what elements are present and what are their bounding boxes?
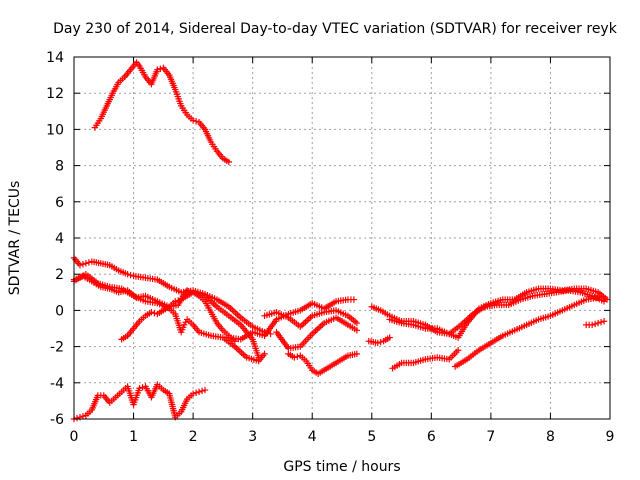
data-point (353, 350, 361, 358)
data-point (291, 354, 298, 361)
data-point (353, 327, 361, 334)
data-point (195, 388, 203, 396)
series-arc-9 (285, 350, 361, 377)
data-point (148, 309, 155, 316)
y-tick-label: 6 (55, 195, 64, 211)
series-arc-11 (386, 285, 611, 341)
x-tick-label: 5 (367, 429, 376, 445)
data-marker (175, 297, 182, 304)
series-arc-15 (582, 318, 608, 329)
data-marker (73, 414, 81, 422)
data-marker (157, 65, 164, 72)
data-marker (591, 320, 599, 328)
series-arc-1 (91, 59, 233, 166)
x-tick-label: 4 (308, 429, 317, 445)
series-arc-7 (261, 307, 361, 330)
series-arc-16 (70, 381, 209, 423)
y-tick-label: 12 (46, 86, 64, 102)
data-marker (377, 338, 384, 346)
data-point (225, 158, 233, 166)
series-arc-8 (273, 314, 361, 352)
data-point (189, 390, 197, 397)
data-point (136, 385, 143, 392)
data-point (261, 350, 268, 358)
y-tick-label: -2 (50, 340, 64, 356)
x-tick-label: 8 (546, 429, 555, 445)
y-axis-label: SDTVAR / TECUs (7, 181, 23, 296)
data-point (201, 386, 209, 394)
x-axis-label: GPS time / hours (283, 459, 400, 475)
data-point (353, 319, 361, 327)
x-tick-label: 0 (70, 429, 79, 445)
data-point (386, 334, 393, 341)
data-point (76, 261, 84, 269)
data-marker (79, 261, 87, 268)
x-tick-label: 9 (606, 429, 615, 445)
plot-frame (73, 56, 611, 420)
data-point (189, 117, 197, 124)
data-point (588, 321, 596, 329)
y-tick-label: 8 (55, 159, 64, 175)
data-marker (192, 389, 200, 396)
data-point (350, 296, 358, 303)
y-tick-label: -4 (50, 376, 64, 392)
data-point (82, 260, 90, 267)
x-tick-label: 6 (427, 429, 436, 445)
x-tick-label: 1 (129, 429, 138, 445)
data-point (124, 271, 131, 278)
y-tick-label: 10 (46, 122, 64, 138)
data-point (172, 298, 179, 305)
series-arc-6 (225, 296, 358, 343)
data-marker (597, 318, 605, 326)
data-point (600, 318, 608, 325)
data-marker (192, 118, 200, 125)
data-point (594, 294, 602, 301)
y-tick-label: 0 (55, 303, 64, 319)
series-arc-4 (70, 271, 268, 365)
data-point (594, 319, 602, 327)
data-point (374, 339, 381, 347)
series-arc-13 (389, 347, 462, 372)
grid (74, 57, 610, 419)
data-point (603, 296, 611, 303)
data-marker (79, 413, 87, 420)
data-marks (70, 59, 611, 423)
data-point (454, 347, 462, 354)
y-tick-label: -6 (50, 412, 64, 428)
series-arc-14 (451, 294, 602, 370)
series-arc-12 (365, 334, 393, 347)
x-tick-label: 2 (189, 429, 198, 445)
series-arc-5 (118, 289, 238, 345)
data-marker (198, 387, 206, 395)
data-point (183, 287, 191, 294)
x-tick-label: 7 (486, 429, 495, 445)
data-marker (294, 353, 301, 360)
data-point (154, 66, 161, 73)
y-tick-label: 2 (55, 267, 64, 283)
data-marker (127, 271, 134, 279)
x-tick-label: 3 (248, 429, 257, 445)
chart-title: Day 230 of 2014, Sidereal Day-to-day VTE… (53, 21, 618, 37)
series-arc-10 (368, 287, 608, 338)
y-tick-label: 4 (55, 231, 64, 247)
y-tick-label: 14 (46, 50, 64, 66)
data-marker (139, 384, 146, 391)
